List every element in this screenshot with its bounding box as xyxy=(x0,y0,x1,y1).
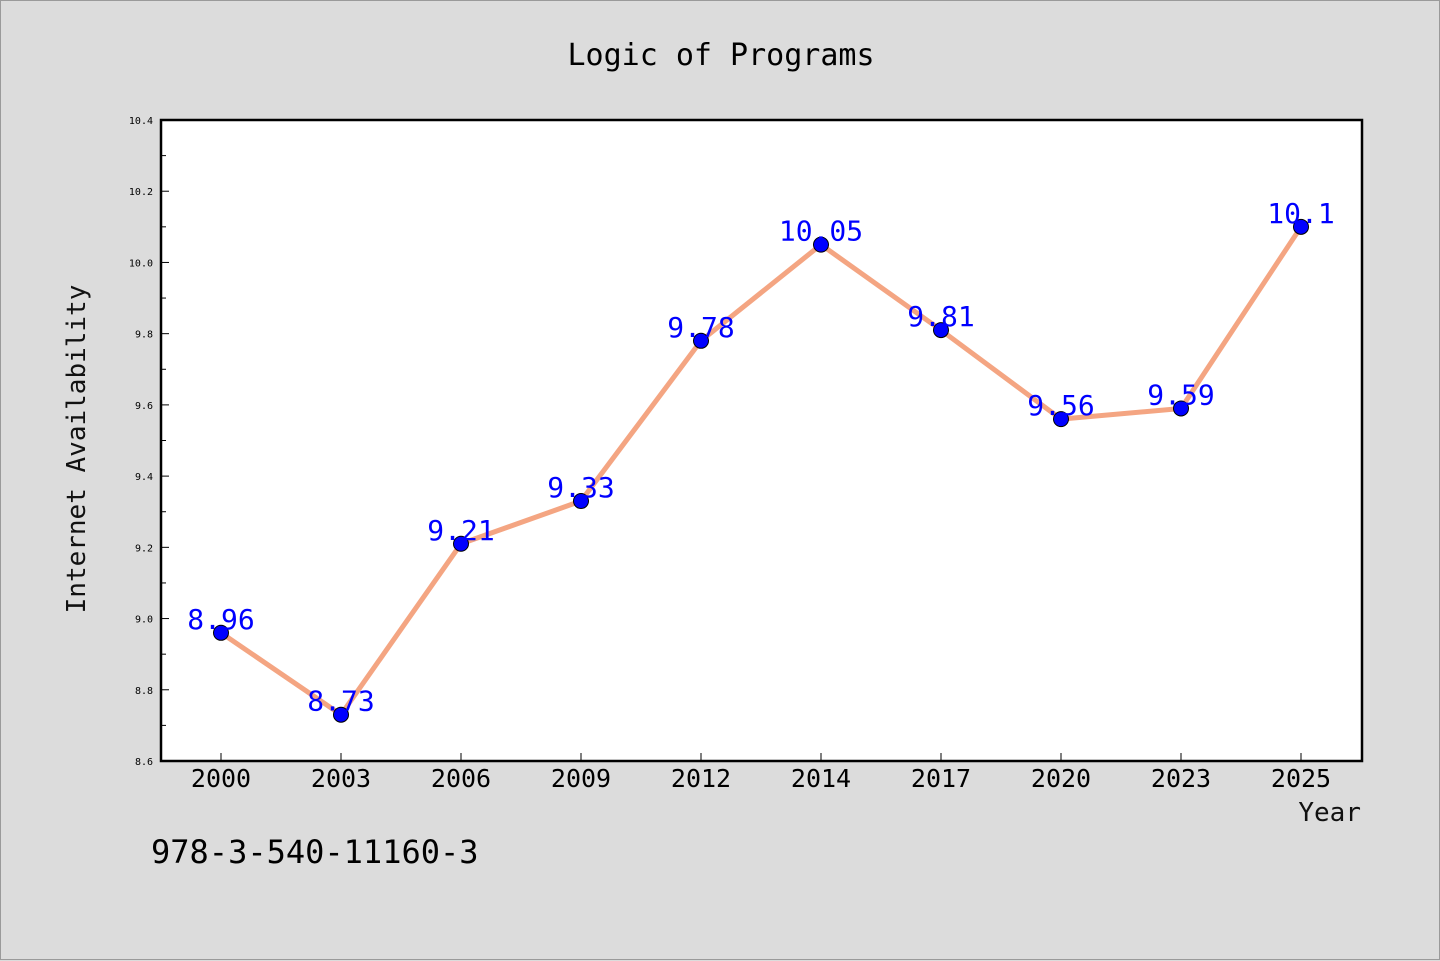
x-tick-label: 2003 xyxy=(311,764,371,793)
chart-title: Logic of Programs xyxy=(567,38,874,73)
y-tick-label: 10.4 xyxy=(129,116,153,127)
y-tick-label: 9.0 xyxy=(135,615,153,626)
x-tick-label: 2017 xyxy=(911,764,971,793)
x-tick-label: 2020 xyxy=(1031,764,1091,793)
data-label: 9.33 xyxy=(547,471,614,504)
y-tick-label: 9.6 xyxy=(135,401,153,412)
y-tick-label: 8.8 xyxy=(135,686,153,697)
data-point xyxy=(453,535,469,552)
data-point xyxy=(1053,411,1069,428)
series-layer: 8.96 8.73 9.21 9.33 9.78 10.05 9.81 9.56 9.59 10.… xyxy=(187,197,1335,723)
data-point xyxy=(693,332,709,349)
data-label: 9.81 xyxy=(907,300,974,333)
x-axis-label: Year xyxy=(1298,798,1361,828)
y-tick-label: 9.2 xyxy=(135,543,153,554)
data-point xyxy=(573,493,589,510)
y-tick-label: 9.8 xyxy=(135,330,153,341)
data-point xyxy=(813,236,829,253)
data-label: 10.1 xyxy=(1267,197,1334,230)
y-tick-label: 10.2 xyxy=(129,187,153,198)
plot-area xyxy=(159,118,1364,763)
x-tick-label: 2023 xyxy=(1151,764,1211,793)
data-point xyxy=(213,624,229,641)
data-point xyxy=(933,322,949,339)
data-point xyxy=(1293,218,1309,235)
x-tick-label: 2009 xyxy=(551,764,611,793)
y-tick-label: 8.6 xyxy=(135,757,153,768)
y-tick-label: 10.0 xyxy=(129,258,153,269)
data-label: 9.21 xyxy=(427,514,494,547)
footnote-isbn: 978-3-540-11160-3 xyxy=(151,833,479,871)
x-tick-label: 2025 xyxy=(1271,764,1331,793)
x-tick-label: 2012 xyxy=(671,764,731,793)
y-axis: 8.6 8.8 9.0 9.2 9.4 9.6 9.8 10.0 10.2 10.4 xyxy=(129,116,169,768)
data-point xyxy=(1173,400,1189,417)
x-tick-label: 2006 xyxy=(431,764,491,793)
data-label: 10.05 xyxy=(779,215,863,248)
data-label: 9.56 xyxy=(1027,389,1094,422)
data-label: 9.78 xyxy=(667,311,734,344)
x-tick-label: 2000 xyxy=(191,764,251,793)
x-tick-label: 2014 xyxy=(791,764,851,793)
y-axis-label: Internet Availability xyxy=(62,285,92,614)
series-line xyxy=(219,225,1304,718)
data-point xyxy=(333,706,349,723)
data-label: 8.96 xyxy=(187,603,254,636)
data-label: 8.73 xyxy=(307,685,374,718)
x-axis: 2000 2003 2006 2009 2012 2014 2017 2020 2023 2025 xyxy=(191,753,1331,793)
y-tick-label: 9.4 xyxy=(135,472,153,483)
data-label: 9.59 xyxy=(1147,378,1214,411)
